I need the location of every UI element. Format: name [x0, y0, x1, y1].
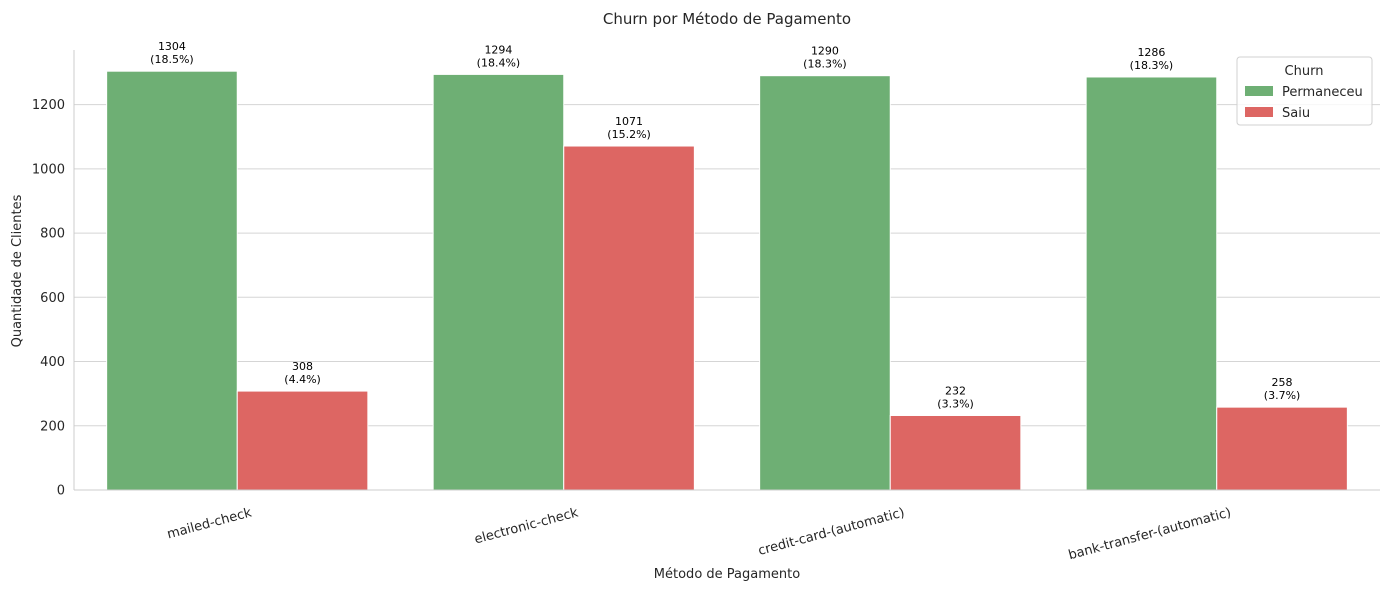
legend-title: Churn [1285, 64, 1324, 79]
bar-saiu-bank-transfer-(automatic) [1216, 406, 1348, 491]
bar-value-label: 1290 [811, 45, 839, 58]
y-tick-labels: 0 200 400 600 800 1000 1200 [32, 98, 65, 498]
bar-percent-label: (4.4%) [284, 373, 321, 386]
y-tick-label: 1200 [32, 98, 65, 113]
bar-value-label: 1071 [615, 115, 643, 128]
y-tick-label: 600 [40, 291, 65, 306]
bar-value-label: 1294 [484, 43, 512, 56]
bar-permaneceu-mailed-check [106, 70, 238, 491]
legend: Churn Permaneceu Saiu [1236, 56, 1373, 126]
bar-saiu-mailed-check [236, 390, 369, 491]
x-tick-label: bank-transfer-(automatic) [1067, 505, 1233, 563]
y-tick-label: 400 [40, 355, 65, 370]
axes [73, 50, 1380, 491]
bar-value-label: 1286 [1137, 46, 1165, 59]
bar-percent-label: (18.4%) [477, 56, 521, 69]
x-tick-label: mailed-check [166, 505, 254, 542]
bar-value-labels: 1304(18.5%) 308(4.4%) 1294(18.4%) 1071(15.2… [150, 40, 1300, 410]
x-axis-label: Método de Pagamento [654, 567, 800, 582]
y-tick-label: 800 [40, 227, 65, 242]
legend-swatch-permaneceu [1245, 86, 1273, 96]
bar-permaneceu-bank-transfer-(automatic) [1085, 76, 1218, 491]
bar-percent-label: (18.5%) [150, 53, 194, 66]
bar-permaneceu-electronic-check [432, 73, 565, 491]
bar-percent-label: (3.7%) [1264, 389, 1301, 402]
y-tick-label: 0 [57, 484, 65, 499]
bar-percent-label: (18.3%) [1130, 59, 1174, 72]
legend-swatch-saiu [1245, 107, 1273, 117]
y-tick-label: 1000 [32, 162, 65, 177]
bar-value-label: 232 [945, 384, 966, 397]
bar-value-label: 1304 [158, 40, 186, 53]
legend-label-permaneceu: Permaneceu [1282, 85, 1363, 100]
legend-items: Permaneceu Saiu [1245, 85, 1363, 121]
bar-percent-label: (3.3%) [937, 397, 974, 410]
bar-saiu-credit-card-(automatic) [889, 414, 1022, 491]
bar-percent-label: (15.2%) [607, 128, 651, 141]
bar-value-label: 258 [1272, 376, 1293, 389]
bar-percent-label: (18.3%) [803, 58, 847, 71]
bar-saiu-electronic-check [563, 145, 695, 491]
y-axis-label: Quantidade de Clientes [10, 194, 25, 347]
y-tick-label: 200 [40, 419, 65, 434]
x-tick-label: electronic-check [473, 505, 580, 547]
chart-title: Churn por Método de Pagamento [603, 10, 851, 28]
bar-permaneceu-credit-card-(automatic) [759, 75, 891, 491]
bars-group [106, 70, 1348, 491]
legend-label-saiu: Saiu [1282, 106, 1310, 121]
x-tick-label: credit-card-(automatic) [757, 505, 907, 559]
x-tick-labels: mailed-check electronic-check credit-card-… [166, 505, 1233, 563]
bar-value-label: 308 [292, 360, 313, 373]
